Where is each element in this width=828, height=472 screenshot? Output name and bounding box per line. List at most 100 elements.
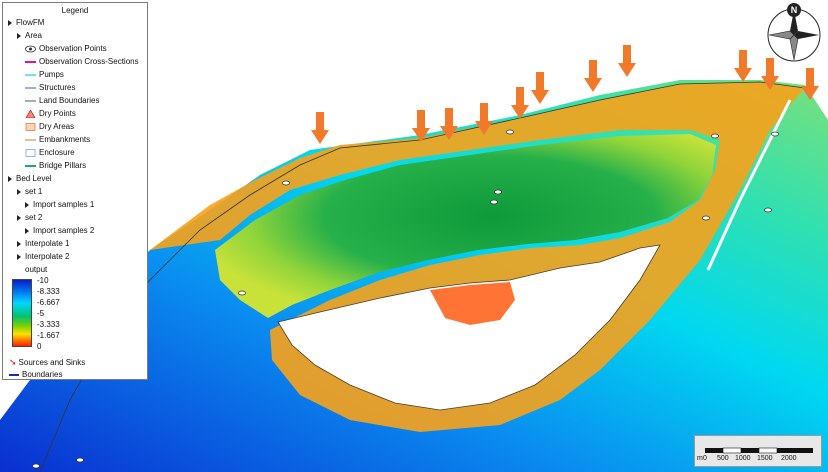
legend-panel: Legend FlowFM Area Observation Points Obser…: [2, 2, 148, 380]
cyan-line-icon: [25, 71, 36, 79]
legend-item[interactable]: set 1: [17, 186, 42, 197]
colorbar-tick-label: -8.333: [37, 287, 60, 296]
colorbar-tick-label: -10: [37, 276, 49, 285]
legend-item-label: Bed Level: [16, 174, 52, 183]
expand-triangle-icon[interactable]: [25, 201, 29, 208]
colorbar-tick-label: 0: [37, 342, 42, 351]
scale-unit-label: m: [697, 455, 703, 462]
legend-item-label: output: [25, 265, 48, 274]
scale-label: 1000: [735, 455, 751, 462]
island-land: [277, 244, 661, 411]
teal-line-icon: [25, 162, 36, 170]
down-arrow-icon: [584, 60, 602, 92]
expand-triangle-icon[interactable]: [8, 19, 12, 26]
legend-boundaries-label: Boundaries: [22, 370, 63, 379]
expand-triangle-icon[interactable]: [17, 214, 21, 221]
down-arrow-icon: [475, 103, 493, 135]
legend-item[interactable]: Dry Areas: [25, 121, 74, 132]
legend-item-label: Structures: [39, 83, 76, 92]
down-arrow-icon: [511, 87, 529, 119]
scale-label: 2000: [781, 455, 797, 462]
legend-item-label: set 1: [25, 187, 43, 196]
legend-item-label: Pumps: [39, 70, 64, 79]
expand-triangle-icon[interactable]: [17, 253, 21, 260]
legend-item-label: Dry Areas: [39, 122, 75, 131]
scale-label: 0: [703, 455, 707, 462]
colorbar-tick-label: -3.333: [37, 320, 60, 329]
scale-bar: m 0 500 1000 1500 2000: [694, 435, 822, 467]
pink-line-icon: [25, 58, 36, 66]
legend-item[interactable]: Import samples 1: [25, 199, 94, 210]
source-arrows: [311, 45, 819, 144]
legend-item[interactable]: Interpolate 1: [17, 238, 69, 249]
down-arrow-icon: [531, 72, 549, 104]
boundary-line-icon: [9, 373, 19, 376]
legend-item-label: Observation Cross-Sections: [39, 57, 139, 66]
expand-triangle-icon[interactable]: [8, 175, 12, 182]
legend-item[interactable]: Area: [17, 30, 42, 41]
compass-north-label: N: [791, 5, 798, 15]
legend-item-label: Bridge Pillars: [39, 161, 87, 170]
legend-item[interactable]: Bed Level: [8, 173, 52, 184]
legend-boundaries-row: Boundaries: [9, 369, 63, 379]
expand-triangle-icon[interactable]: [17, 32, 21, 39]
legend-item-label: FlowFM: [16, 18, 45, 27]
down-arrow-icon: [618, 45, 636, 77]
spit-channel: [706, 99, 792, 271]
down-arrow-icon: [801, 68, 819, 100]
legend-item[interactable]: Enclosure: [25, 147, 75, 158]
legend-item-label: Import samples 1: [33, 200, 95, 209]
legend-item[interactable]: Pumps: [25, 69, 64, 80]
observation-points: [32, 129, 779, 469]
legend-item[interactable]: Land Boundaries: [25, 95, 100, 106]
north-compass-icon: N: [764, 2, 824, 64]
red-triangle-icon: [25, 109, 36, 119]
land-fringe: [430, 282, 515, 325]
legend-sources-label: Sources and Sinks: [18, 358, 86, 367]
legend-item[interactable]: FlowFM: [8, 17, 44, 28]
down-arrow-icon: [761, 58, 779, 90]
eye-icon: [25, 45, 36, 53]
legend-item[interactable]: set 2: [17, 212, 42, 223]
down-arrow-icon: [412, 110, 430, 142]
scale-label: 1500: [757, 455, 773, 462]
legend-item-label: set 2: [25, 213, 43, 222]
colorbar-tick-label: -1.667: [37, 331, 60, 340]
down-arrow-icon: [440, 108, 458, 140]
legend-item[interactable]: output: [25, 264, 47, 275]
colorbar: [12, 279, 32, 347]
legend-item-label: Interpolate 2: [25, 252, 70, 261]
colorbar-tick-label: -5: [37, 309, 45, 318]
legend-item-label: Embankments: [39, 135, 91, 144]
down-arrow-icon: [734, 50, 752, 82]
legend-item[interactable]: Import samples 2: [25, 225, 94, 236]
gray-line-icon: [25, 97, 36, 105]
legend-title: Legend: [61, 6, 89, 15]
legend-item-label: Import samples 2: [33, 226, 95, 235]
legend-item-label: Dry Points: [39, 109, 76, 118]
blue-square-icon: [25, 149, 36, 157]
expand-triangle-icon[interactable]: [17, 188, 21, 195]
legend-item[interactable]: Observation Points: [25, 43, 107, 54]
legend-item[interactable]: Embankments: [25, 134, 90, 145]
colorbar-tick-label: -6.667: [37, 298, 60, 307]
scale-label: 500: [717, 455, 729, 462]
orange-square-icon: [25, 123, 36, 131]
expand-triangle-icon[interactable]: [25, 227, 29, 234]
expand-triangle-icon[interactable]: [17, 240, 21, 247]
legend-item-label: Observation Points: [39, 44, 107, 53]
legend-item-label: Land Boundaries: [39, 96, 100, 105]
legend-item[interactable]: Bridge Pillars: [25, 160, 86, 171]
source-arrow-icon: ➘: [9, 357, 17, 367]
legend-item[interactable]: Observation Cross-Sections: [25, 56, 139, 67]
tan-line-icon: [25, 136, 36, 144]
legend-item-label: Interpolate 1: [25, 239, 70, 248]
lagoon-body: [215, 134, 716, 318]
legend-item[interactable]: Dry Points: [25, 108, 76, 119]
legend-item-label: Area: [25, 31, 42, 40]
legend-item[interactable]: Interpolate 2: [17, 251, 69, 262]
down-arrow-icon: [311, 112, 329, 144]
legend-item[interactable]: Structures: [25, 82, 75, 93]
legend-sources-row: ➘ Sources and Sinks: [9, 357, 85, 368]
